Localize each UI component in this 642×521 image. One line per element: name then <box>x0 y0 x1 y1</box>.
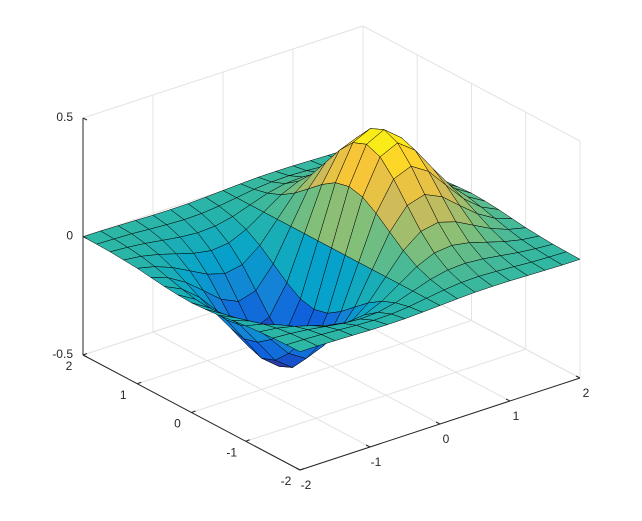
x-tick-label: 1 <box>513 409 520 423</box>
tick-mark <box>82 117 88 121</box>
tick-mark <box>82 353 88 356</box>
y-tick-label: 2 <box>66 359 73 373</box>
tick-mark <box>295 467 301 471</box>
z-tick-label: 0.5 <box>56 110 73 124</box>
grid-line <box>245 348 526 442</box>
y-tick-label: 1 <box>120 388 127 402</box>
z-tick-label: 0 <box>66 229 73 243</box>
tick-mark <box>82 236 88 239</box>
tick-mark <box>505 398 511 402</box>
tick-mark <box>575 375 581 379</box>
tick-mark <box>365 444 371 448</box>
x-tick-label: -2 <box>301 478 312 492</box>
z-tick-label: -0.5 <box>52 347 73 361</box>
y-tick-label: -1 <box>226 445 237 459</box>
surface <box>82 128 581 368</box>
x-tick-label: -1 <box>371 455 382 469</box>
x-tick-label: 0 <box>443 432 450 446</box>
tick-mark <box>435 421 441 425</box>
tick-mark <box>191 410 196 413</box>
y-tick-label: 0 <box>174 417 181 431</box>
tick-mark <box>82 354 88 358</box>
grid-line <box>191 320 472 413</box>
grid-line <box>82 25 364 119</box>
surface-facet <box>286 339 318 352</box>
tick-mark <box>245 439 250 442</box>
tick-mark <box>299 468 305 471</box>
y-tick-label: -2 <box>281 474 292 488</box>
grid-line <box>362 25 581 142</box>
x-tick-label: 2 <box>583 386 590 400</box>
tick-mark <box>137 381 142 385</box>
